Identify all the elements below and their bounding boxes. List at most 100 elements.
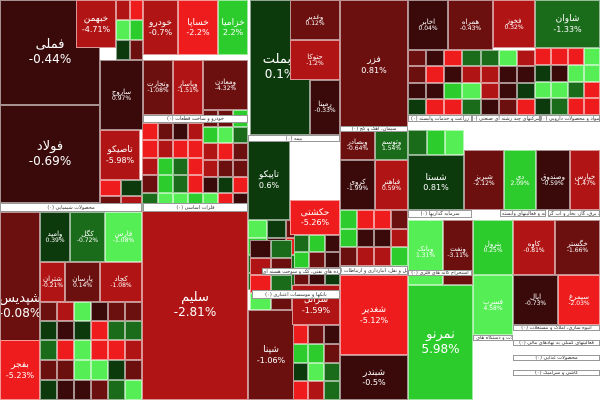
stock-tile-small[interactable] [294,235,310,252]
stock-tile[interactable]: حتوکا -1.2% [290,40,340,80]
stock-tile-small[interactable] [108,380,125,400]
stock-tile-small[interactable] [188,175,203,193]
stock-tile-small[interactable] [567,81,584,99]
stock-tile-small[interactable] [188,140,203,158]
stock-tile-small[interactable] [142,157,158,176]
sector-label[interactable]: محصولات شیمیایی (۰) [0,203,142,212]
stock-tile-small[interactable] [308,362,324,382]
stock-tile-small[interactable] [480,98,499,115]
stock-tile-small[interactable] [324,362,340,382]
stock-tile-small[interactable] [516,82,535,99]
stock-tile-small[interactable] [40,360,57,380]
stock-tile-small[interactable] [408,98,427,115]
stock-tile-small[interactable] [309,235,325,252]
stock-tile[interactable]: فباهنر 0.59% [375,160,408,210]
stock-tile[interactable]: وپاسار -1.51% [173,60,203,115]
stock-tile[interactable]: شبندر -0.5% [340,355,408,400]
stock-tile[interactable]: خزامیا 2.2% [218,0,248,55]
stock-tile-small[interactable] [292,362,308,382]
stock-tile-small[interactable] [40,380,57,400]
stock-tile[interactable]: اپال -0.73% [513,275,558,325]
stock-tile-small[interactable] [218,126,233,144]
stock-tile-small[interactable] [535,48,552,65]
stock-tile-small[interactable] [408,50,427,67]
stock-tile-small[interactable] [498,82,517,99]
stock-tile-small[interactable] [74,360,91,380]
stock-tile-small[interactable] [498,50,517,67]
stock-tile-small[interactable] [91,302,108,321]
sector-label[interactable]: انبوه سازی، املاک و مستغلات (۰) [513,325,600,331]
stock-tile-small[interactable] [108,340,125,360]
stock-tile-small[interactable] [567,98,584,115]
sector-label[interactable]: محصولات غذایی (۰) [513,355,600,361]
stock-tile[interactable]: وتجارت -1.08% [143,60,173,115]
stock-tile[interactable]: وصندوق -0.59% [536,150,570,210]
stock-tile-small[interactable] [142,140,158,158]
stock-tile-small[interactable] [74,302,91,321]
stock-tile[interactable]: وامید 0.39% [40,212,70,262]
stock-tile-small[interactable] [340,210,357,229]
stock-tile[interactable]: وبصادر -0.64% [340,130,375,160]
stock-tile-small[interactable] [462,50,481,67]
stock-tile-small[interactable] [248,220,267,238]
stock-tile-small[interactable] [173,157,188,176]
stock-tile-small[interactable] [516,66,535,83]
stock-tile-small[interactable] [374,247,391,266]
stock-tile-small[interactable] [116,40,130,60]
stock-tile-small[interactable] [125,340,142,360]
stock-tile-small[interactable] [116,0,130,20]
stock-tile-small[interactable] [203,126,218,144]
stock-tile-small[interactable] [157,175,173,193]
stock-tile-small[interactable] [551,48,568,65]
stock-tile[interactable]: وتوسم 1.54% [375,130,408,160]
stock-tile-small[interactable] [203,160,218,177]
stock-tile[interactable]: خگستر -1.66% [555,220,600,275]
stock-tile-small[interactable] [157,157,173,176]
stock-tile-small[interactable] [551,81,568,99]
stock-tile-small[interactable] [108,321,125,340]
stock-tile[interactable]: پارسان 0.14% [65,262,100,302]
sector-label[interactable]: زراعت و خدمات وابسته (۰) [408,115,472,122]
stock-tile-small[interactable] [271,240,292,258]
stock-tile-small[interactable] [91,321,108,340]
stock-tile-small[interactable] [516,98,535,115]
stock-tile-small[interactable] [188,123,203,141]
stock-tile-small[interactable] [142,123,158,141]
sector-label[interactable]: فرآورده های نفتی، کک و سوخت هسته ای (۰) [262,268,342,275]
stock-tile-small[interactable] [583,98,600,115]
stock-tile-small[interactable] [91,340,108,360]
stock-tile-small[interactable] [408,130,427,155]
stock-tile-small[interactable] [233,176,248,194]
stock-tile-small[interactable] [551,98,568,115]
stock-tile-small[interactable] [203,143,218,160]
stock-tile-small[interactable] [74,380,91,400]
stock-tile-small[interactable] [74,321,91,340]
stock-tile-small[interactable] [40,340,57,360]
stock-tile-small[interactable] [125,321,142,340]
stock-tile[interactable]: شاوان -1.33% [535,0,600,48]
stock-tile[interactable]: کاوه -0.81% [513,220,555,275]
stock-tile[interactable]: فسرب 4.58% [473,275,513,335]
stock-tile-small[interactable] [142,175,158,193]
stock-tile-small[interactable] [357,228,374,248]
stock-tile-small[interactable] [129,40,143,60]
stock-tile[interactable]: خودرو -0.7% [143,0,178,55]
stock-tile-small[interactable] [324,235,340,252]
stock-tile-small[interactable] [294,251,310,269]
stock-tile-small[interactable] [426,130,446,155]
stock-tile-small[interactable] [233,126,248,144]
stock-tile-small[interactable] [129,0,143,20]
sector-label[interactable]: سیمان، آهک و گچ (۰) [340,126,408,132]
stock-tile-small[interactable] [391,210,408,229]
stock-tile-small[interactable] [57,360,74,380]
stock-tile[interactable]: سلیم -2.81% [142,210,248,400]
stock-tile[interactable]: بفجر -5.23% [0,340,40,400]
sector-label[interactable]: کاشی و سرامیک (۰) [513,370,600,376]
stock-tile-small[interactable] [324,251,340,269]
sector-label[interactable]: فلزات اساسی (۰) [143,203,248,212]
stock-tile-small[interactable] [583,64,600,82]
stock-tile-small[interactable] [173,123,188,141]
stock-tile-small[interactable] [444,50,463,67]
stock-tile-small[interactable] [108,302,125,321]
sector-label[interactable]: عرضه برق، گاز، بخار و آب گرم (۰) [548,210,600,217]
